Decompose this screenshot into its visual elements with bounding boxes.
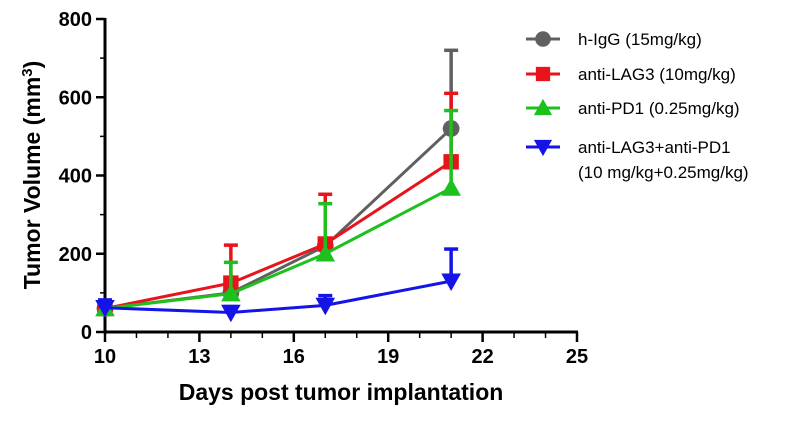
series-3 xyxy=(95,108,461,317)
y-tick-label: 400 xyxy=(59,166,92,188)
legend-item-2: anti-LAG3 (10mg/kg) xyxy=(526,65,736,84)
y-tick-label: 600 xyxy=(59,87,92,109)
y-axis-title: Tumor Volume (mm3) xyxy=(19,61,45,290)
x-tick-label: 25 xyxy=(566,346,588,368)
legend-marker xyxy=(533,98,553,116)
series-4 xyxy=(95,247,461,323)
legend-marker xyxy=(535,31,551,47)
axes: 0 200 400 600 800 10 13 16 19 22 25 xyxy=(59,9,589,368)
data-point xyxy=(441,178,461,196)
data-point xyxy=(221,283,241,302)
data-point xyxy=(315,243,336,262)
series-line xyxy=(104,186,452,311)
legend: h-IgG (15mg/kg) anti-LAG3 (10mg/kg) anti-P… xyxy=(526,30,749,182)
data-point xyxy=(221,304,241,323)
y-tick-label: 200 xyxy=(59,244,92,266)
y-tick-label: 800 xyxy=(59,9,92,31)
x-tick-label: 10 xyxy=(94,346,116,368)
data-point xyxy=(441,273,461,291)
data-point xyxy=(95,300,115,318)
y-axis-title-sup: 3 xyxy=(19,68,36,76)
legend-label-line2: (10 mg/kg+0.25mg/kg) xyxy=(578,163,749,182)
series-1 xyxy=(96,48,460,317)
legend-item-4: anti-LAG3+anti-PD1 (10 mg/kg+0.25mg/kg) xyxy=(526,138,749,182)
legend-marker xyxy=(533,139,553,157)
x-tick-label: 22 xyxy=(471,346,493,368)
y-axis-title-close: ) xyxy=(19,61,45,69)
legend-item-1: h-IgG (15mg/kg) xyxy=(526,30,702,49)
legend-marker xyxy=(535,66,551,82)
y-axis-title-main: Tumor Volume (mm xyxy=(19,77,45,290)
legend-item-3: anti-PD1 (0.25mg/kg) xyxy=(526,98,740,118)
series-line xyxy=(104,127,453,311)
x-tick-label: 16 xyxy=(283,346,305,368)
x-tick-label: 19 xyxy=(377,346,399,368)
x-axis-title: Days post tumor implantation xyxy=(179,379,504,405)
x-tick-label: 13 xyxy=(188,346,210,368)
series-line xyxy=(104,279,452,314)
series-2 xyxy=(97,91,459,317)
series-line xyxy=(104,160,452,310)
legend-label: anti-LAG3 (10mg/kg) xyxy=(578,65,736,84)
legend-label: h-IgG (15mg/kg) xyxy=(578,30,702,49)
legend-label: anti-PD1 (0.25mg/kg) xyxy=(578,99,740,118)
series-layer xyxy=(95,48,461,323)
data-point xyxy=(315,297,336,316)
legend-label: anti-LAG3+anti-PD1 xyxy=(578,138,731,157)
y-tick-label: 0 xyxy=(81,322,92,344)
